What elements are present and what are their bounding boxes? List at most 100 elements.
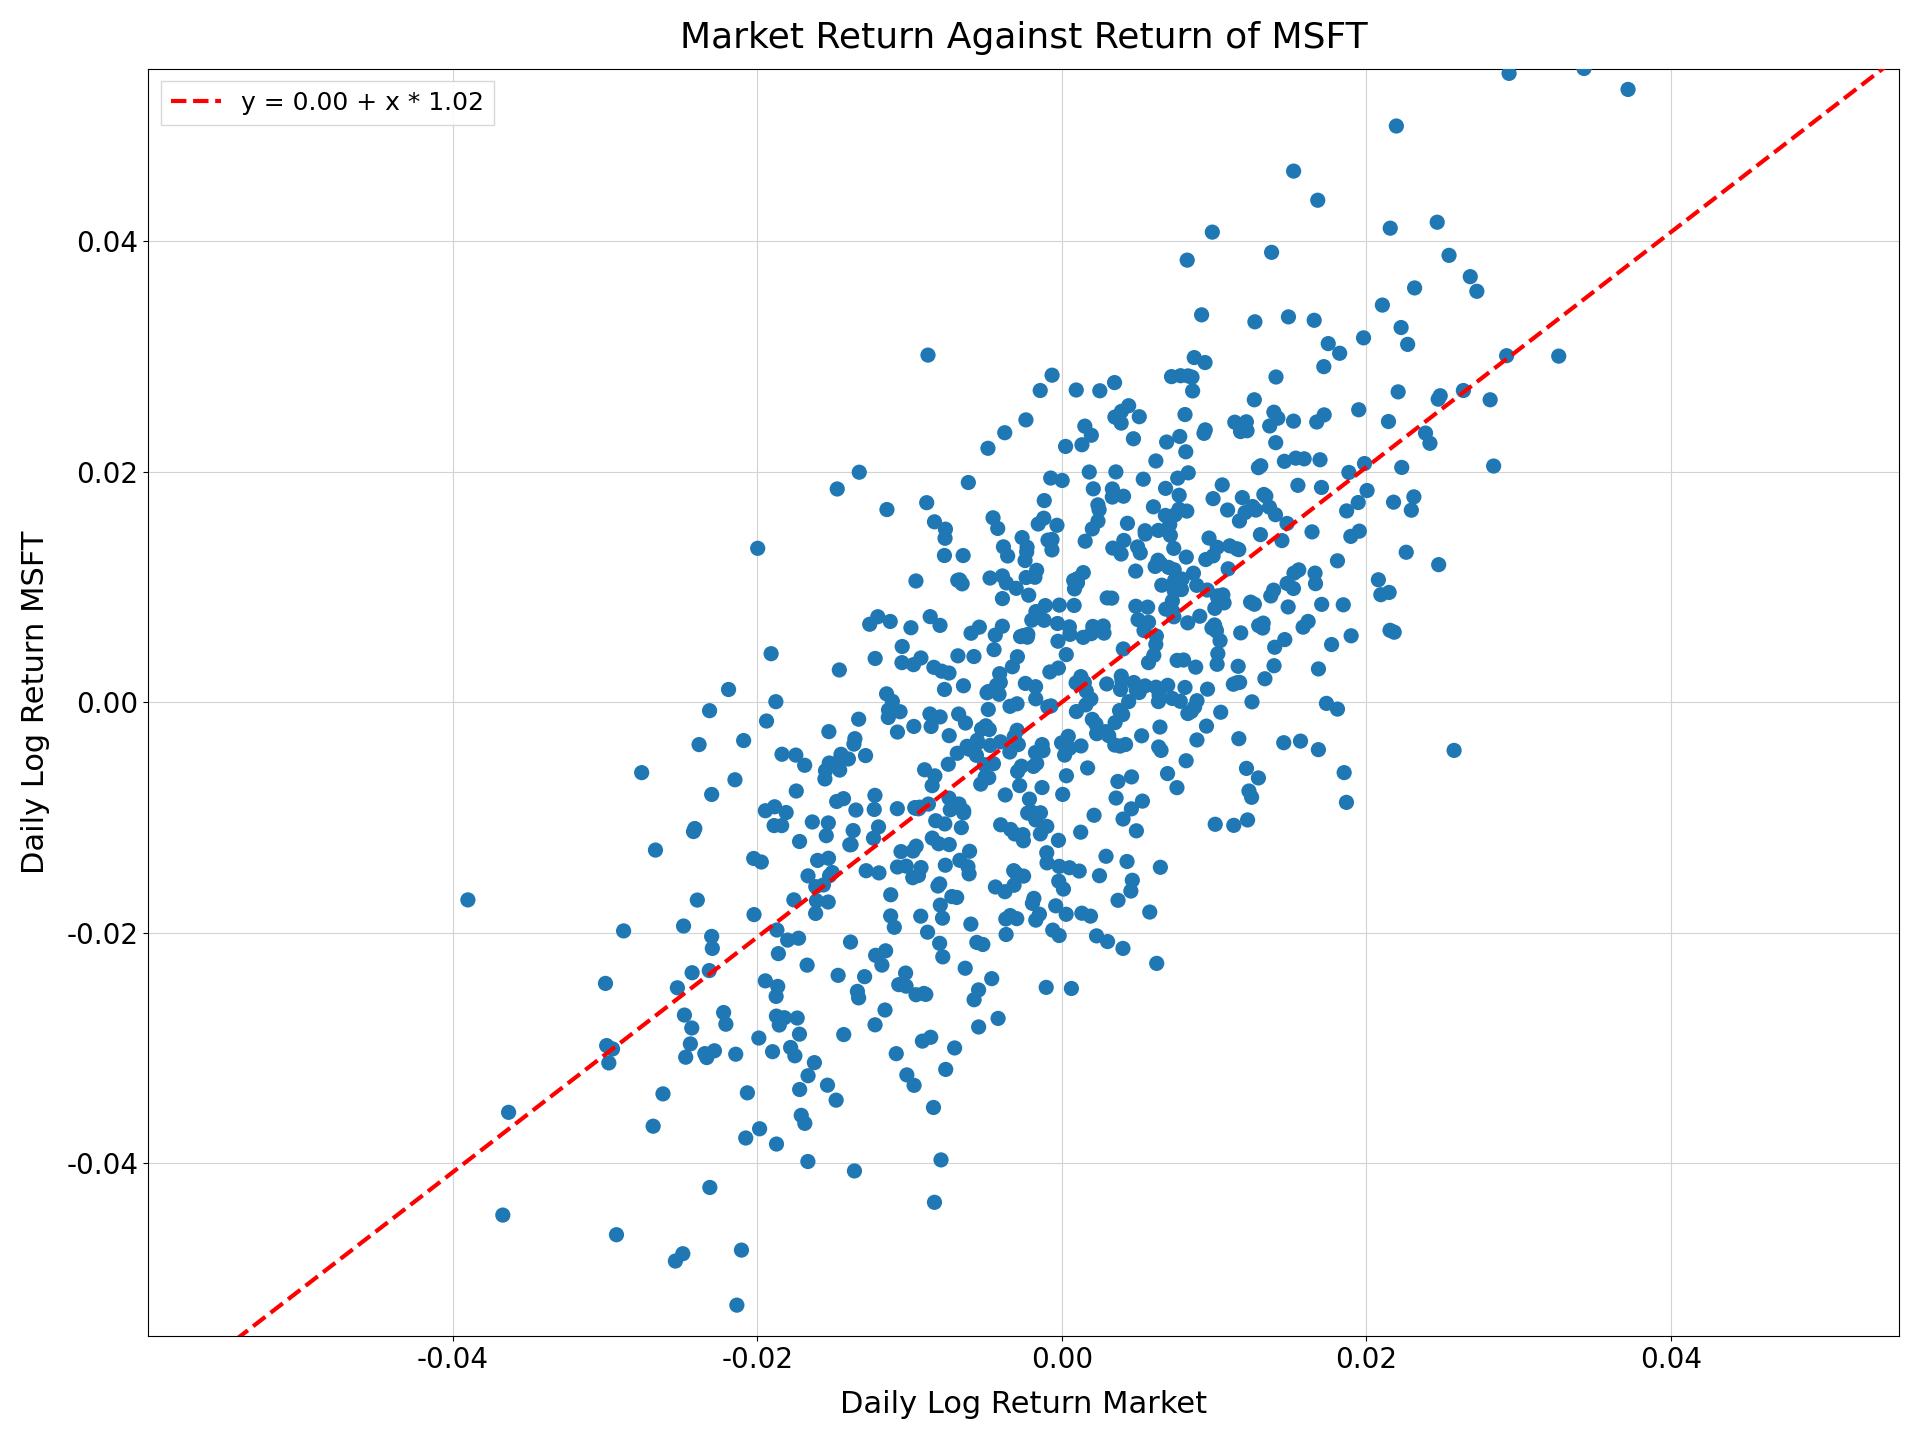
Point [766,814,797,837]
Point [1150,504,1181,527]
Point [1363,569,1394,592]
Point [1380,115,1411,138]
Point [814,720,845,743]
Point [1008,864,1039,887]
Point [1162,467,1192,490]
Point [1104,734,1135,757]
Point [1140,632,1171,655]
Point [726,1238,756,1261]
Point [1190,549,1221,572]
Point [1329,593,1359,616]
Point [1367,294,1398,317]
Point [1221,537,1252,560]
Point [906,904,937,927]
Point [931,1058,962,1081]
Point [916,716,947,739]
Point [983,517,1014,540]
Point [993,544,1023,567]
Point [1386,456,1417,480]
Point [1167,567,1198,590]
Point [1344,399,1375,422]
Point [1242,766,1273,789]
Point [1010,549,1041,572]
Point [1108,638,1139,661]
Point [1250,485,1281,508]
Point [985,730,1016,753]
Point [1006,625,1037,648]
Point [943,742,973,765]
Point [762,975,793,998]
Point [1020,566,1050,589]
Point [948,674,979,697]
Point [1260,503,1290,526]
Point [858,827,889,850]
Point [887,635,918,658]
Point [1043,870,1073,893]
Point [1238,593,1269,616]
Point [1043,657,1073,680]
Point [881,720,912,743]
Point [1002,760,1033,783]
Point [1140,625,1171,648]
Point [970,714,1000,737]
Point [1054,857,1085,880]
Point [998,822,1029,845]
Point [1336,524,1367,547]
Point [1334,461,1365,484]
Point [1348,327,1379,350]
Point [1219,410,1250,433]
Point [1323,697,1354,720]
Point [1150,598,1181,621]
Point [1208,583,1238,606]
Point [1223,539,1254,562]
Point [1031,815,1062,838]
Point [780,743,810,766]
Point [1171,500,1202,523]
Point [1256,585,1286,608]
Point [1058,569,1089,592]
Point [1242,456,1273,480]
Point [739,847,770,870]
Point [1089,615,1119,638]
Point [1092,930,1123,953]
Point [1002,645,1033,668]
Point [1212,498,1242,521]
Point [743,537,774,560]
Point [1164,425,1194,448]
Point [751,710,781,733]
Point [1171,441,1202,464]
Point [1008,824,1039,847]
Point [941,886,972,909]
Point [783,829,814,852]
Point [881,798,912,821]
Point [1281,446,1311,469]
Point [1448,379,1478,402]
Point [1046,732,1077,755]
Point [1204,629,1235,652]
Point [1206,701,1236,724]
Point [1152,674,1183,697]
Point [837,819,868,842]
Point [1100,461,1131,484]
Point [751,799,781,822]
Point [1158,537,1188,560]
Point [1129,619,1160,642]
Point [1382,380,1413,403]
Point [947,816,977,840]
Point [1169,675,1200,698]
Point [1014,788,1044,811]
Point [1273,595,1304,618]
Point [1179,562,1210,585]
Point [810,824,841,847]
Point [851,860,881,883]
Point [1225,420,1256,444]
Point [1106,412,1137,435]
Point [1302,189,1332,212]
Point [977,507,1008,530]
Point [1108,937,1139,960]
Point [1375,216,1405,239]
Point [1075,904,1106,927]
Point [1052,724,1083,747]
Point [1144,684,1175,707]
Point [1173,364,1204,387]
